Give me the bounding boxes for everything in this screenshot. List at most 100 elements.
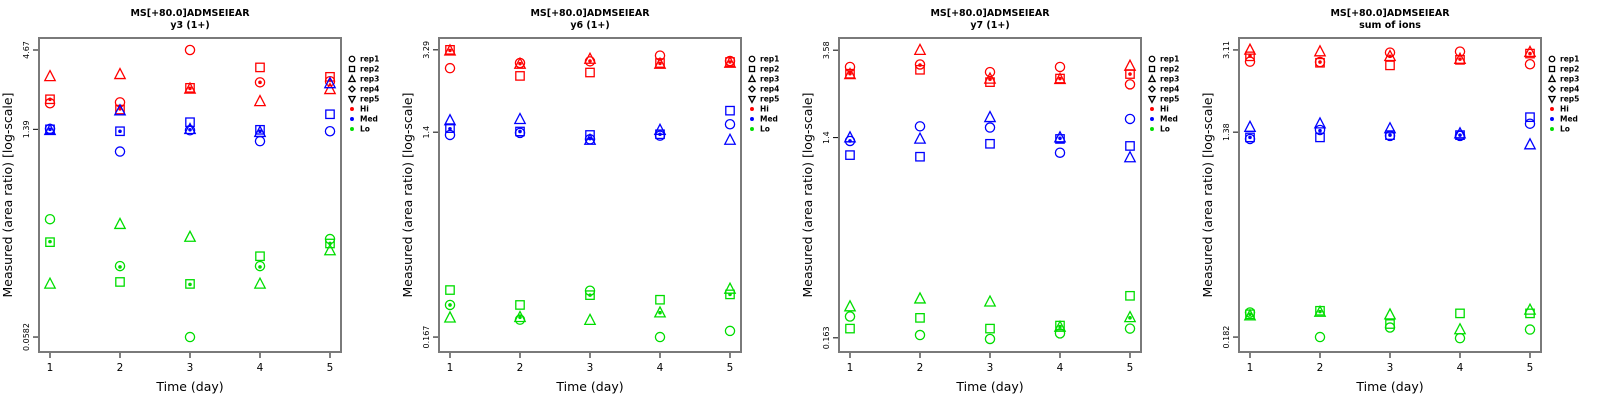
point-hi-day3-circle: [984, 66, 996, 78]
chart-title: MS[+80.0]ADMSEIEAR: [930, 8, 1050, 19]
point-hi-day1-triangle: [1243, 42, 1257, 55]
point-hi-day1-dot: [1248, 54, 1252, 58]
point-lo-day1-triangle: [43, 276, 57, 289]
point-med-day1-triangle: [43, 123, 57, 136]
point-lo-day4-circle: [654, 331, 666, 343]
point-lo-day1-circle: [444, 299, 456, 311]
point-med-day3-triangle: [1383, 121, 1397, 134]
point-lo-day5-square: [1125, 290, 1135, 301]
point-hi-day1-square: [45, 94, 55, 105]
legend-triangle-down-icon: [1547, 95, 1557, 104]
point-med-day4-dot: [1058, 136, 1062, 141]
point-med-day4-circle: [654, 130, 666, 141]
point-hi-day5-triangle: [323, 82, 337, 95]
point-hi-day2-dot: [118, 107, 122, 111]
x-tick-label: 4: [1457, 362, 1464, 374]
point-med-day2-dot: [118, 129, 122, 134]
point-lo-day4-triangle: [253, 276, 267, 289]
point-med-day5-square: [725, 105, 735, 116]
point-lo-day4-square: [1455, 308, 1465, 319]
point-hi-day3-square: [585, 67, 595, 78]
panel-y3-1plus: MS[+80.0]ADMSEIEAR y3 (1+) Measured (area …: [0, 0, 400, 400]
point-med-day5-square: [1125, 141, 1135, 151]
y-tick-label: 3.29: [422, 41, 431, 59]
point-med-day3-dot: [588, 136, 592, 141]
point-med-day3-dot: [188, 127, 192, 132]
legend-dot-icon-hi: [1550, 107, 1554, 111]
y-tick-label: 0.0582: [22, 323, 31, 351]
point-hi-day1-circle: [444, 62, 456, 74]
panel-sum-of-ions: MS[+80.0]ADMSEIEAR sum of ions Measured (a…: [1200, 0, 1600, 400]
legend-label-Hi: Hi: [1560, 105, 1569, 114]
point-hi-day4-dot: [1458, 57, 1462, 61]
point-hi-day4-circle: [254, 77, 266, 88]
legend-label-rep4: rep4: [1560, 85, 1579, 94]
legend-label-rep4: rep4: [1160, 85, 1179, 94]
point-lo-day3-triangle: [583, 312, 597, 326]
y-tick-label: 1.4: [822, 131, 831, 144]
legend-circle-icon: [1148, 55, 1156, 63]
legend-triangle-icon: [347, 74, 357, 83]
legend-label-Med: Med: [360, 115, 378, 124]
point-lo-day4-dot: [658, 310, 662, 315]
chart-title: MS[+80.0]ADMSEIEAR: [530, 8, 650, 19]
point-med-day1-square: [445, 123, 455, 133]
legend-label-rep5: rep5: [760, 95, 779, 104]
y-axis-label: Measured (area ratio) [log-scale]: [400, 93, 415, 298]
point-lo-day3-dot: [588, 293, 592, 297]
point-lo-day2-circle: [1314, 331, 1326, 343]
point-med-day1-circle: [844, 135, 856, 147]
point-med-day5-circle: [1124, 113, 1136, 125]
x-tick-label: 5: [727, 362, 734, 374]
point-lo-day5-circle: [1524, 324, 1536, 335]
point-hi-day1-circle: [1244, 56, 1256, 67]
point-hi-day5-dot: [1128, 72, 1132, 76]
point-hi-day2-triangle: [1313, 44, 1327, 57]
point-hi-day2-triangle: [113, 67, 127, 80]
point-med-day4-circle: [254, 135, 266, 147]
point-lo-day5-triangle: [323, 243, 337, 256]
y-tick-label: 0.167: [422, 326, 431, 349]
point-hi-day1-triangle: [443, 43, 457, 56]
point-lo-day3-square: [1385, 319, 1395, 329]
point-med-day2-square: [1315, 132, 1325, 143]
chart-subtitle: sum of ions: [1359, 20, 1421, 31]
chart-title: MS[+80.0]ADMSEIEAR: [130, 8, 250, 19]
point-hi-day5-circle: [1124, 79, 1136, 90]
point-hi-day4-square: [255, 62, 265, 73]
legend-triangle-icon: [747, 74, 757, 83]
point-med-day1-dot: [1248, 135, 1252, 140]
point-hi-day2-dot: [1318, 60, 1322, 64]
point-med-day1-square: [845, 150, 855, 160]
legend-diamond-icon: [348, 85, 356, 93]
x-tick-label: 5: [1527, 362, 1534, 374]
point-med-day1-dot: [48, 127, 52, 132]
point-lo-day4-triangle: [1053, 319, 1067, 332]
point-med-day3-square: [185, 117, 195, 128]
point-lo-day3-triangle: [983, 294, 997, 307]
point-hi-day1-triangle: [843, 67, 857, 80]
legend-dot-icon-hi: [1150, 107, 1154, 111]
point-lo-day5-circle: [1124, 323, 1136, 334]
point-lo-day3-triangle: [183, 229, 197, 242]
legend-diamond-icon: [748, 85, 756, 93]
x-tick-label: 4: [257, 362, 264, 374]
point-hi-day2-square: [515, 71, 525, 81]
point-lo-day1-square: [445, 285, 455, 295]
point-med-day4-triangle: [1053, 130, 1067, 143]
x-tick-label: 4: [657, 362, 664, 374]
legend-label-rep3: rep3: [760, 75, 779, 84]
legend-triangle-icon: [1547, 74, 1557, 83]
y-tick-label: 4.67: [22, 41, 31, 59]
point-lo-day4-dot: [258, 265, 262, 269]
point-hi-day5-dot: [1528, 51, 1532, 56]
point-med-day1-circle: [1244, 133, 1256, 145]
point-lo-day1-dot: [1248, 312, 1252, 317]
point-lo-day3-square: [585, 290, 595, 300]
legend-label-rep2: rep2: [360, 65, 379, 74]
y-tick-label: 1.38: [1222, 123, 1231, 141]
legend-circle-icon: [748, 55, 756, 63]
x-tick-label: 5: [327, 362, 334, 374]
